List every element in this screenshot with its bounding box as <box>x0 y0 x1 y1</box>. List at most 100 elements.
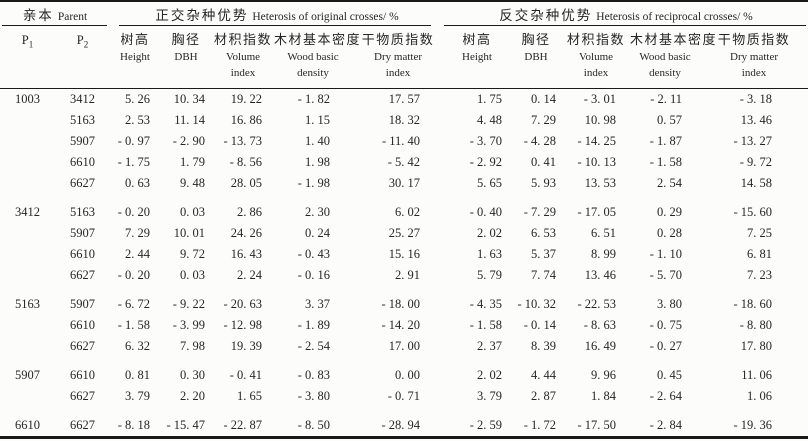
p1-cell <box>0 265 55 286</box>
reciprocal-dbh-cell: 7. 29 <box>531 113 557 127</box>
original-height-cell: - 1. 75 <box>117 155 151 169</box>
original-volume-index-cell: 19. 22 <box>230 92 263 106</box>
reciprocal-wood-basic-density-cell: - 1. 87 <box>649 134 683 148</box>
reciprocal-wood-basic-density-cell: - 2. 11 <box>650 92 683 106</box>
original-crosses-label-en: Heterosis of original crosses/ % <box>252 10 399 23</box>
original-crosses-label-zh: 正交杂种优势 <box>155 7 249 23</box>
original-dbh-cell: 0. 30 <box>180 368 206 382</box>
p1-cell <box>0 173 55 194</box>
parent-label-en: Parent <box>57 10 88 23</box>
reciprocal-dbh-cell: 6. 53 <box>531 226 557 240</box>
reciprocal-dry-matter-index-cell: 17. 80 <box>740 339 773 353</box>
col-header-p2: P2 <box>55 26 111 89</box>
original-wood-basic-density-cell: 1. 98 <box>305 155 331 169</box>
p2-cell: 6627 <box>70 176 95 190</box>
original-dbh-cell: - 2. 90 <box>172 134 206 148</box>
reciprocal-dry-matter-index-cell: - 13. 27 <box>733 134 773 148</box>
original-height-cell: - 0. 20 <box>117 205 151 219</box>
reciprocal-dbh-cell: 2. 87 <box>531 389 557 403</box>
original-dry-matter-index-cell: 25. 27 <box>388 226 421 240</box>
reciprocal-height-cell: 1. 63 <box>477 247 503 261</box>
p1-cell: 5163 <box>15 297 40 311</box>
original-dbh-cell: 0. 03 <box>180 205 206 219</box>
reciprocal-wood-basic-density-cell: - 2. 64 <box>649 389 683 403</box>
p2-cell: 5907 <box>70 226 95 240</box>
reciprocal-wood-basic-density-cell: 0. 28 <box>657 226 683 240</box>
reciprocal-volume-index-cell: - 14. 25 <box>577 134 617 148</box>
col-header-original-dry-matter-index: 干物质指数 Dry matter index <box>352 26 445 89</box>
reciprocal-dry-matter-index-cell: 14. 58 <box>740 176 773 190</box>
reciprocal-dbh-cell: 4. 44 <box>531 368 557 382</box>
reciprocal-crosses-label-en: Heterosis of reciprocal crosses/ % <box>596 10 753 23</box>
original-wood-basic-density-cell: - 0. 43 <box>297 247 331 261</box>
reciprocal-height-cell: - 2. 59 <box>469 418 503 432</box>
original-dbh-cell: 1. 79 <box>180 155 206 169</box>
reciprocal-dry-matter-index-cell: 7. 23 <box>747 268 773 282</box>
reciprocal-volume-index-cell: 1. 84 <box>591 389 617 403</box>
p1-cell <box>0 336 55 357</box>
parent-group-header: 亲本 Parent <box>0 1 110 26</box>
reciprocal-height-cell: 1. 75 <box>477 92 503 106</box>
reciprocal-wood-basic-density-cell: 3. 80 <box>657 297 683 311</box>
p1-cell: 1003 <box>15 92 40 106</box>
original-dry-matter-index-cell: 18. 32 <box>388 113 421 127</box>
p2-cell: 5163 <box>70 113 95 127</box>
reciprocal-dry-matter-index-cell: 11. 06 <box>741 368 773 382</box>
reciprocal-wood-basic-density-cell: - 0. 27 <box>649 339 683 353</box>
reciprocal-volume-index-cell: 9. 96 <box>591 368 617 382</box>
original-wood-basic-density-cell: 3. 37 <box>305 297 331 311</box>
original-volume-index-cell: - 20. 63 <box>223 297 263 311</box>
original-height-cell: - 8. 18 <box>117 418 151 432</box>
reciprocal-wood-basic-density-cell: - 5. 70 <box>649 268 683 282</box>
reciprocal-dbh-cell: 5. 37 <box>531 247 557 261</box>
reciprocal-height-cell: 2. 02 <box>477 368 503 382</box>
p1-cell <box>0 152 55 173</box>
p1-cell <box>0 110 55 131</box>
original-volume-index-cell: - 22. 87 <box>223 418 263 432</box>
original-wood-basic-density-cell: 1. 40 <box>305 134 331 148</box>
reciprocal-dry-matter-index-cell: 7. 25 <box>747 226 773 240</box>
reciprocal-height-cell: - 0. 40 <box>469 205 503 219</box>
p1-cell <box>0 223 55 244</box>
table-row: 3412 5163 - 0. 20 0. 03 2. 86 2. 30 6. 02 - 0. … <box>0 194 808 223</box>
p1-cell: 5907 <box>15 368 40 382</box>
reciprocal-dry-matter-index-cell: 13. 46 <box>740 113 773 127</box>
reciprocal-dbh-cell: 5. 93 <box>531 176 557 190</box>
original-wood-basic-density-cell: - 1. 98 <box>297 176 331 190</box>
table-row: 6627 - 0. 20 0. 03 2. 24 - 0. 16 2. 91 5. 79 7.… <box>0 265 808 286</box>
reciprocal-dry-matter-index-cell: 1. 06 <box>747 389 773 403</box>
reciprocal-volume-index-cell: 6. 51 <box>591 226 617 240</box>
reciprocal-wood-basic-density-cell: 0. 45 <box>657 368 683 382</box>
original-height-cell: - 6. 72 <box>117 297 151 311</box>
table-row: 6627 3. 79 2. 20 1. 65 - 3. 80 - 0. 71 3. 79 2.… <box>0 386 808 407</box>
col-header-reciprocal-wood-basic-density: 木材基本密度 Wood basic density <box>630 26 716 89</box>
original-height-cell: 6. 32 <box>125 339 151 353</box>
reciprocal-height-cell: - 1. 58 <box>469 318 503 332</box>
original-volume-index-cell: - 0. 41 <box>229 368 263 382</box>
column-header-row: P1 P2 树高 Height 胸径 DBH 材积指数 Volume index 木材基… <box>0 26 808 89</box>
reciprocal-volume-index-cell: - 17. 50 <box>577 418 617 432</box>
reciprocal-height-cell: 4. 48 <box>477 113 503 127</box>
reciprocal-height-cell: 2. 02 <box>477 226 503 240</box>
p2-cell: 5907 <box>70 134 95 148</box>
original-wood-basic-density-cell: - 0. 16 <box>297 268 331 282</box>
original-wood-basic-density-cell: - 2. 54 <box>297 339 331 353</box>
original-dry-matter-index-cell: - 18. 00 <box>381 297 421 311</box>
reciprocal-dbh-cell: 0. 41 <box>531 155 557 169</box>
original-volume-index-cell: 2. 24 <box>237 268 263 282</box>
reciprocal-volume-index-cell: 10. 98 <box>584 113 617 127</box>
table-row: 5907 - 0. 97 - 2. 90 - 13. 73 1. 40 - 11. 40 -… <box>0 131 808 152</box>
original-dbh-cell: 10. 01 <box>173 226 206 240</box>
p1-cell <box>0 386 55 407</box>
original-dry-matter-index-cell: 0. 00 <box>395 368 421 382</box>
original-dry-matter-index-cell: - 5. 42 <box>387 155 421 169</box>
table-row: 1003 3412 5. 26 10. 34 19. 22 - 1. 82 17. 57 1.… <box>0 89 808 111</box>
col-header-reciprocal-volume-index: 材积指数 Volume index <box>562 26 631 89</box>
reciprocal-volume-index-cell: - 10. 13 <box>577 155 617 169</box>
original-height-cell: 2. 53 <box>125 113 151 127</box>
reciprocal-volume-index-cell: 16. 49 <box>584 339 617 353</box>
reciprocal-dbh-cell: - 0. 14 <box>523 318 557 332</box>
reciprocal-volume-index-cell: 13. 46 <box>584 268 617 282</box>
p2-cell: 6627 <box>70 389 95 403</box>
